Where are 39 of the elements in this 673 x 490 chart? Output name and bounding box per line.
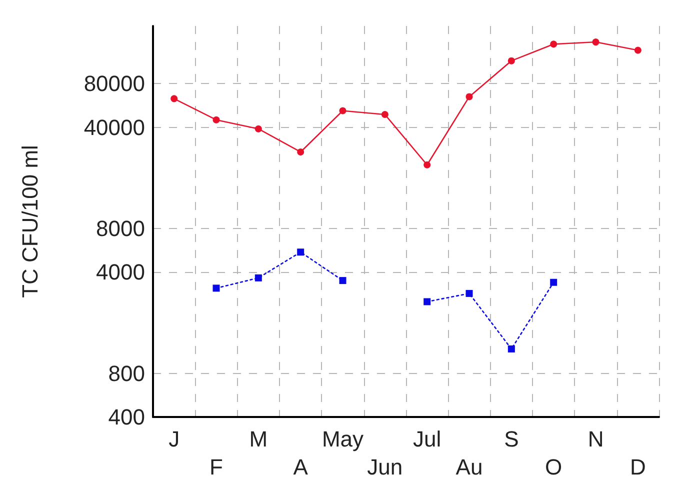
- y-tick-label: 4000: [96, 260, 145, 285]
- point: [212, 284, 220, 292]
- x-tick-label: F: [210, 454, 223, 480]
- x-tick-label: Au: [456, 454, 483, 480]
- y-axis-title: TC CFU/100 ml: [18, 145, 42, 298]
- x-tick-label: May: [322, 426, 364, 452]
- y-tick-label: 40000: [84, 114, 145, 140]
- x-tick-label: D: [630, 454, 646, 480]
- point: [297, 248, 304, 256]
- point: [634, 46, 642, 54]
- point: [592, 38, 600, 46]
- x-tick-label: M: [249, 426, 268, 452]
- point: [550, 40, 558, 48]
- point: [424, 161, 431, 168]
- x-tick-label: O: [545, 454, 562, 480]
- point: [466, 93, 473, 100]
- y-tick-label: 400: [108, 404, 145, 430]
- x-tick-label: A: [293, 454, 308, 480]
- point: [466, 290, 473, 297]
- point: [339, 277, 346, 284]
- x-tick-label: N: [588, 426, 604, 452]
- point: [424, 298, 431, 306]
- x-tick-label: Jul: [413, 426, 442, 452]
- point: [381, 110, 388, 118]
- y-tick-label: 800: [108, 360, 145, 386]
- x-tick-label: S: [504, 426, 519, 452]
- point: [508, 57, 515, 64]
- y-tick-label: 80000: [84, 71, 145, 96]
- x-tick-label: Jun: [367, 454, 403, 480]
- point: [297, 148, 304, 156]
- point: [254, 125, 262, 132]
- point: [170, 95, 178, 102]
- point: [508, 345, 515, 352]
- x-tick-label: J: [168, 426, 180, 452]
- point: [254, 274, 262, 282]
- point: [339, 107, 346, 114]
- point: [550, 278, 558, 286]
- point: [212, 116, 220, 124]
- y-tick-label: 8000: [96, 216, 145, 242]
